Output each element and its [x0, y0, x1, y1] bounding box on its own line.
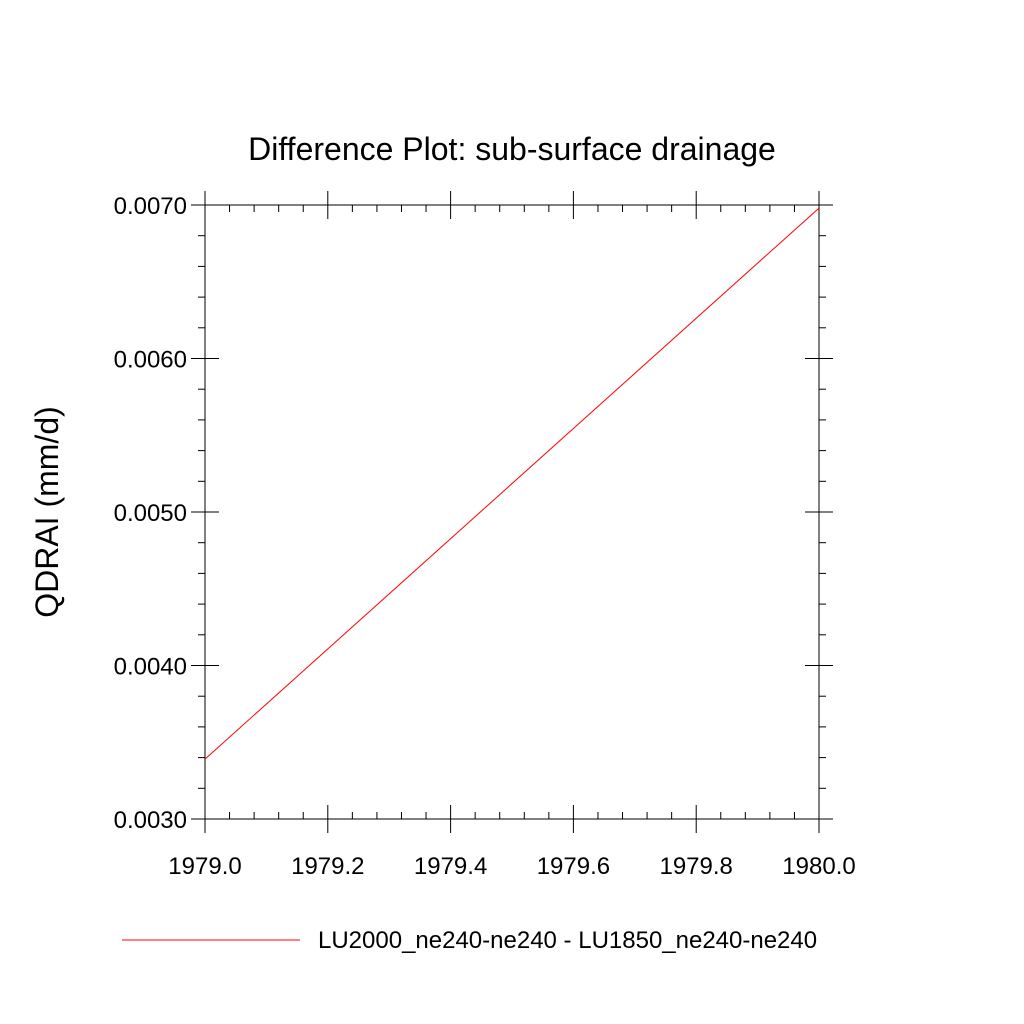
series-line-1 [204, 207, 820, 760]
y-tick-label: 0.0040 [114, 654, 187, 681]
series-lines [204, 207, 820, 760]
x-tick-label: 1980.0 [782, 853, 855, 880]
legend-label-series-1: LU2000_ne240-ne240 - LU1850_ne240-ne240 [318, 927, 817, 954]
y-tick-label: 0.0030 [114, 807, 187, 834]
x-tick-label: 1979.0 [168, 853, 241, 880]
x-tick-label: 1979.8 [659, 853, 732, 880]
x-tick-label: 1979.2 [291, 853, 364, 880]
x-tick-label: 1979.4 [414, 853, 487, 880]
y-tick-label: 0.0060 [114, 347, 187, 374]
major-ticks [191, 191, 833, 833]
legend: LU2000_ne240-ne240 - LU1850_ne240-ne240 [122, 927, 817, 954]
y-tick-labels: 0.0030 0.0040 0.0050 0.0060 0.0070 [114, 193, 187, 834]
minor-ticks [198, 205, 826, 819]
y-axis-label: QDRAI (mm/d) [29, 406, 65, 618]
y-tick-label: 0.0050 [114, 500, 187, 527]
y-tick-label: 0.0070 [114, 193, 187, 220]
x-tick-labels: 1979.0 1979.2 1979.4 1979.6 1979.8 1980.0 [168, 853, 855, 880]
plot-frame [204, 204, 820, 820]
x-tick-label: 1979.6 [537, 853, 610, 880]
chart-title: Difference Plot: sub-surface drainage [248, 131, 776, 167]
